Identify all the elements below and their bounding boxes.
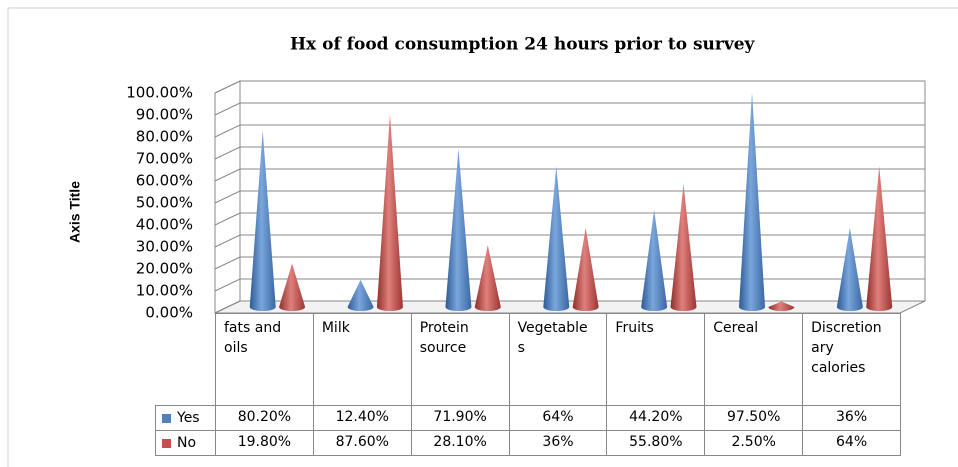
grid-line [214,80,925,94]
chart-title: Hx of food consumption 24 hours prior to… [290,35,756,55]
value-cell: 2.50% [704,430,804,456]
value-cell: 64% [508,405,608,431]
cone [279,263,306,311]
cone [445,148,472,311]
value-cell: 64% [802,430,901,456]
category-cell: Vegetables [508,313,608,406]
value-cell: 97.50% [704,405,804,431]
grid-line [214,190,925,204]
cone [376,114,403,311]
grid-line [214,146,925,160]
cone [572,227,599,311]
y-tick-label: 40.00% [136,216,193,234]
legend-swatch [162,438,171,448]
y-axis-title: Axis Title [67,181,83,243]
y-tick-label: 90.00% [136,106,193,124]
cone [866,166,893,311]
cone [768,301,795,311]
value-cell: 71.90% [410,405,510,431]
category-cell: fats and oils [215,313,314,406]
cone [670,184,697,311]
grid-line [214,300,925,314]
y-tick-label: 30.00% [136,238,193,256]
y-tick-label: 60.00% [136,172,193,190]
grid-line [214,124,925,138]
legend-label: No [177,434,197,451]
grid-line [214,102,925,116]
category-cell: Fruits [606,313,706,406]
value-cell: 36% [802,405,901,431]
y-tick-label: 50.00% [136,194,193,212]
legend-cell: No [155,430,216,456]
cone [474,245,501,311]
cone [836,227,863,311]
y-tick-label: 80.00% [136,128,193,146]
legend-swatch [162,413,171,423]
category-cell: Discretionary calories [802,313,901,406]
grid-line [214,168,925,182]
y-tick-label: 70.00% [136,150,193,168]
value-cell: 44.20% [606,405,706,431]
value-cell: 19.80% [215,430,314,456]
cone [739,92,766,311]
value-cell: 87.60% [312,430,412,456]
category-cell: Cereal [704,313,804,406]
chart-frame [7,7,958,467]
y-tick-label: 10.00% [136,282,193,300]
value-cell: 12.40% [312,405,412,431]
y-tick-label: 20.00% [136,260,193,278]
category-cell: Milk [312,313,412,406]
grid-line [214,234,925,248]
cone [641,209,668,311]
value-cell: 28.10% [410,430,510,456]
grid-line [214,212,925,226]
legend-label: Yes [177,409,200,426]
value-cell: 55.80% [606,430,706,456]
grid-line [214,256,925,270]
category-cell: Protein source [410,313,510,406]
cone [347,279,374,311]
value-cell: 36% [508,430,608,456]
y-tick-label: 100.00% [126,84,193,102]
legend-cell: Yes [155,405,216,431]
cone [249,130,276,311]
value-cell: 80.20% [215,405,314,431]
floor [214,300,926,314]
grid-line [214,278,925,292]
y-tick-label: 0.00% [145,304,193,322]
cone [543,166,570,311]
